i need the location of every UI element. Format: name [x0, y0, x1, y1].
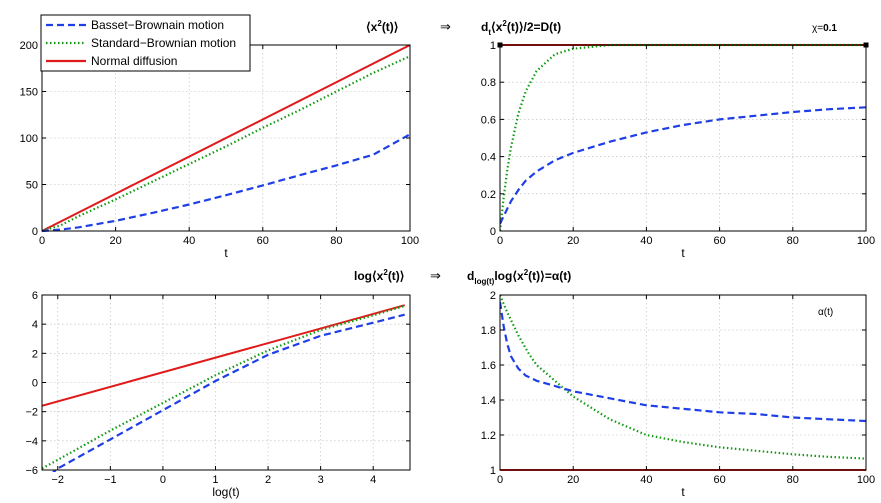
series-marker — [497, 42, 503, 48]
title-alpha: dlog(t)log⟨x2(t)⟩=α(t) — [467, 268, 571, 286]
tick-label-y: 150 — [20, 87, 38, 99]
tick-label-y: −6 — [25, 465, 38, 477]
tick-label-x: 4 — [370, 474, 376, 486]
series-line-normal — [42, 304, 405, 407]
tick-label-y: 1.8 — [481, 325, 496, 337]
tick-label-x: 0 — [39, 235, 45, 247]
x-axis-label-anomalous-exponent: t — [681, 485, 685, 499]
title-log-msd: log⟨x2(t)⟩ — [354, 268, 404, 283]
arrow-bottom: ⇒ — [430, 269, 441, 284]
tick-label-y: 50 — [26, 180, 38, 192]
title-diffusion: dt⟨x2(t)⟩/2=D(t) — [481, 19, 561, 37]
panel-log-msd: −2 −1 0 1 2 3 4 −6 −4 −2 0 2 4 6 log(t) — [25, 290, 411, 499]
tick-label-x: 60 — [257, 235, 269, 247]
series-line-normal — [42, 44, 410, 232]
tick-label-x: 100 — [857, 474, 875, 486]
tick-label-x: 40 — [640, 235, 652, 247]
x-axis-label-log-msd: log(t) — [212, 485, 239, 499]
plot-frame-anomalous-exponent — [499, 294, 867, 471]
tick-label-x: 3 — [318, 474, 324, 486]
tick-label-y: 1.6 — [481, 360, 496, 372]
tick-label-x: −2 — [51, 474, 64, 486]
tick-label-x: 20 — [567, 474, 579, 486]
tick-label-y: 0.2 — [481, 189, 496, 201]
panel-msd: 0 20 40 60 80 100 0 50 100 150 200 t — [20, 40, 420, 260]
tick-label-x: 40 — [640, 474, 652, 486]
title-msd: ⟨x2(t)⟩ — [366, 19, 398, 34]
tick-label-x: 0 — [160, 474, 166, 486]
panel-anomalous-exponent: 0 20 40 60 80 100 1 1.2 1.4 1.6 1.8 2 t — [481, 290, 875, 499]
tick-label-y: 0.4 — [481, 152, 496, 164]
alpha-annotation: α(t) — [818, 307, 833, 318]
legend-label-standard: Standard−Brownian motion — [91, 36, 236, 50]
chi-annotation: χ=0.1 — [812, 23, 837, 34]
tick-label-x: 80 — [787, 474, 799, 486]
tick-label-y: 0 — [490, 226, 496, 238]
legend: Basset−Brownain motion Standard−Brownian… — [40, 14, 251, 72]
tick-label-y: 2 — [32, 348, 38, 360]
tick-label-y: 6 — [32, 290, 38, 302]
tick-label-x: −1 — [104, 474, 117, 486]
tick-label-x: 20 — [567, 235, 579, 247]
tick-label-y: 1 — [490, 40, 496, 52]
series-line-standard — [42, 55, 410, 233]
series-marker — [863, 42, 869, 48]
tick-label-y: 1.4 — [481, 395, 496, 407]
tick-label-y: 1.2 — [481, 430, 496, 442]
panel-diffusion-coefficient: 0 20 40 60 80 100 0 0.2 0.4 0.6 0.8 1 t — [481, 40, 875, 260]
plot-area-anomalous-exponent — [500, 295, 866, 470]
tick-label-y: 100 — [20, 133, 38, 145]
tick-label-x: 100 — [857, 235, 875, 247]
tick-label-x: 1 — [212, 474, 218, 486]
tick-label-x: 60 — [713, 474, 725, 486]
x-axis-label-msd: t — [224, 246, 228, 260]
tick-label-y: 1 — [490, 465, 496, 477]
tick-label-y: 0 — [32, 226, 38, 238]
legend-label-normal: Normal diffusion — [91, 54, 177, 68]
tick-label-x: 2 — [265, 474, 271, 486]
tick-label-x: 0 — [497, 235, 503, 247]
tick-label-x: 60 — [713, 235, 725, 247]
arrow-top: ⇒ — [440, 20, 451, 35]
plot-frame-diffusion-coefficient — [499, 44, 867, 232]
tick-label-y: 0.6 — [481, 114, 496, 126]
tick-label-y: 200 — [20, 40, 38, 52]
x-axis-label-diffusion-coefficient: t — [681, 246, 685, 260]
series-line-standard — [500, 43, 866, 232]
series-line-standard — [42, 304, 406, 470]
tick-label-y: 4 — [32, 319, 38, 331]
tick-label-x: 80 — [330, 235, 342, 247]
tick-label-x: 40 — [183, 235, 195, 247]
tick-label-x: 100 — [401, 235, 419, 247]
tick-label-x: 20 — [109, 235, 121, 247]
tick-label-y: −2 — [25, 407, 38, 419]
tick-label-y: −4 — [25, 436, 38, 448]
tick-label-x: 0 — [497, 474, 503, 486]
plot-area-diffusion-coefficient — [500, 45, 866, 231]
series-line-basset — [51, 313, 405, 472]
tick-label-y: 0 — [32, 378, 38, 390]
legend-label-basset: Basset−Brownain motion — [91, 18, 224, 32]
tick-label-y: 0.8 — [481, 77, 496, 89]
tick-label-y: 2 — [490, 290, 496, 302]
series-line-basset — [42, 133, 410, 233]
tick-label-x: 80 — [787, 235, 799, 247]
series-line-basset — [500, 106, 866, 225]
